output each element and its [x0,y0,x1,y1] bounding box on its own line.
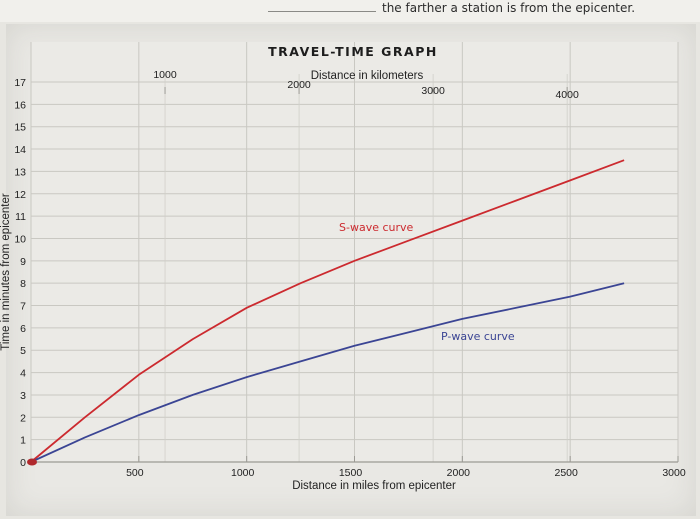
km-axis-label: Distance in kilometers [311,70,424,82]
x-tick-label: 500 [126,467,144,479]
y-tick-label: 0 [20,457,26,469]
y-tick-label: 13 [14,166,26,178]
x-tick-label: 2500 [554,467,578,479]
y-axis-label: Time in minutes from epicenter [0,193,12,351]
x-tick-label: 1500 [339,467,363,479]
y-tick-label: 12 [14,189,26,201]
s-wave-label: S-wave curve [339,221,414,234]
x-tick-label: 3000 [662,467,686,479]
y-tick-label: 2 [20,412,26,424]
page-header-strip: the farther a station is from the epicen… [0,0,700,22]
km-tick-label: 2000 [287,79,311,91]
worksheet-text: the farther a station is from the epicen… [382,1,636,15]
s-wave-curve [30,159,625,463]
km-tick-label: 1000 [153,69,177,81]
y-tick-label: 17 [14,77,26,89]
y-tick-label: 4 [20,368,26,380]
p-wave-label: P-wave curve [441,330,515,343]
y-tick-label: 1 [20,435,26,447]
series-group [27,159,625,466]
x-axis-ticks: 500 1000 1500 2000 2500 3000 [126,456,686,479]
y-tick-label: 6 [20,323,26,335]
km-tick-label: 3000 [421,85,445,97]
y-tick-label: 7 [20,301,26,313]
x-tick-label: 2000 [447,467,471,479]
km-axis-ticks: 1000 2000 3000 4000 [153,69,579,101]
y-tick-label: 9 [20,256,26,268]
y-tick-label: 3 [20,390,26,402]
p-wave-curve [30,282,625,463]
y-tick-label: 11 [15,211,26,223]
km-tick-label: 4000 [555,89,579,101]
chart-title: TRAVEL-TIME GRAPH [268,44,438,59]
origin-point [27,458,37,466]
y-tick-label: 16 [14,99,26,111]
y-tick-label: 8 [20,278,26,290]
x-tick-label: 1000 [231,467,255,479]
y-tick-label: 5 [20,345,26,357]
answer-blank-line [268,11,376,12]
x-axis-label: Distance in miles from epicenter [292,480,456,492]
y-tick-label: 10 [14,233,26,245]
y-tick-label: 15 [14,122,26,134]
y-tick-label: 14 [14,144,26,156]
